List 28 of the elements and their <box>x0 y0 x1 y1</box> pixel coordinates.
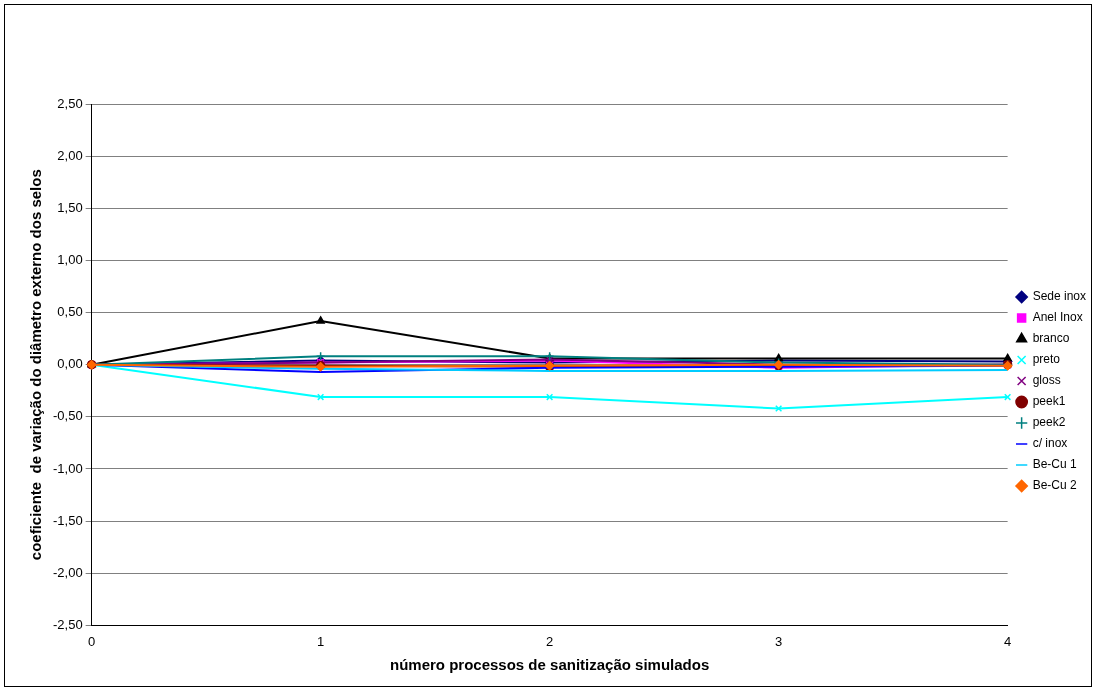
legend-label: Sede inox <box>1032 289 1086 304</box>
x-tick-label: 0 <box>88 633 96 649</box>
y-tick-label: 1,00 <box>57 252 83 267</box>
y-tick-label: -1,50 <box>52 512 83 528</box>
x-tick-label: 2 <box>546 633 554 649</box>
legend-label: peek1 <box>1032 394 1066 409</box>
y-tick-label: -1,00 <box>52 460 83 476</box>
x-tick-label: 4 <box>1004 633 1012 649</box>
legend-label: gloss <box>1032 373 1061 388</box>
legend-label: Be-Cu 2 <box>1032 478 1077 493</box>
x-axis-title: número processos de sanitização simulados <box>389 656 710 674</box>
legend-label: branco <box>1032 331 1070 346</box>
legend-label: peek2 <box>1032 415 1066 430</box>
y-tick-label: 2,50 <box>57 95 83 111</box>
x-tick-label: 3 <box>775 633 783 649</box>
y-tick-label: -2,50 <box>52 616 83 632</box>
y-tick-label: -2,00 <box>52 564 83 580</box>
legend-label: Be-Cu 1 <box>1032 457 1077 472</box>
legend-label: Anel Inox <box>1032 310 1083 325</box>
y-tick-label: 2,00 <box>57 147 83 163</box>
legend-label: preto <box>1032 352 1061 367</box>
y-tick-label: 1,50 <box>57 199 83 215</box>
y-tick-label: 0,50 <box>57 304 83 320</box>
y-tick-label: 0,00 <box>57 356 83 372</box>
y-tick-label: -0,50 <box>52 408 83 424</box>
legend-label: c/ inox <box>1032 436 1068 451</box>
y-axis-title: coeficiente de variação do diâmetro externo dos selos <box>27 169 45 561</box>
x-tick-label: 1 <box>317 633 325 649</box>
